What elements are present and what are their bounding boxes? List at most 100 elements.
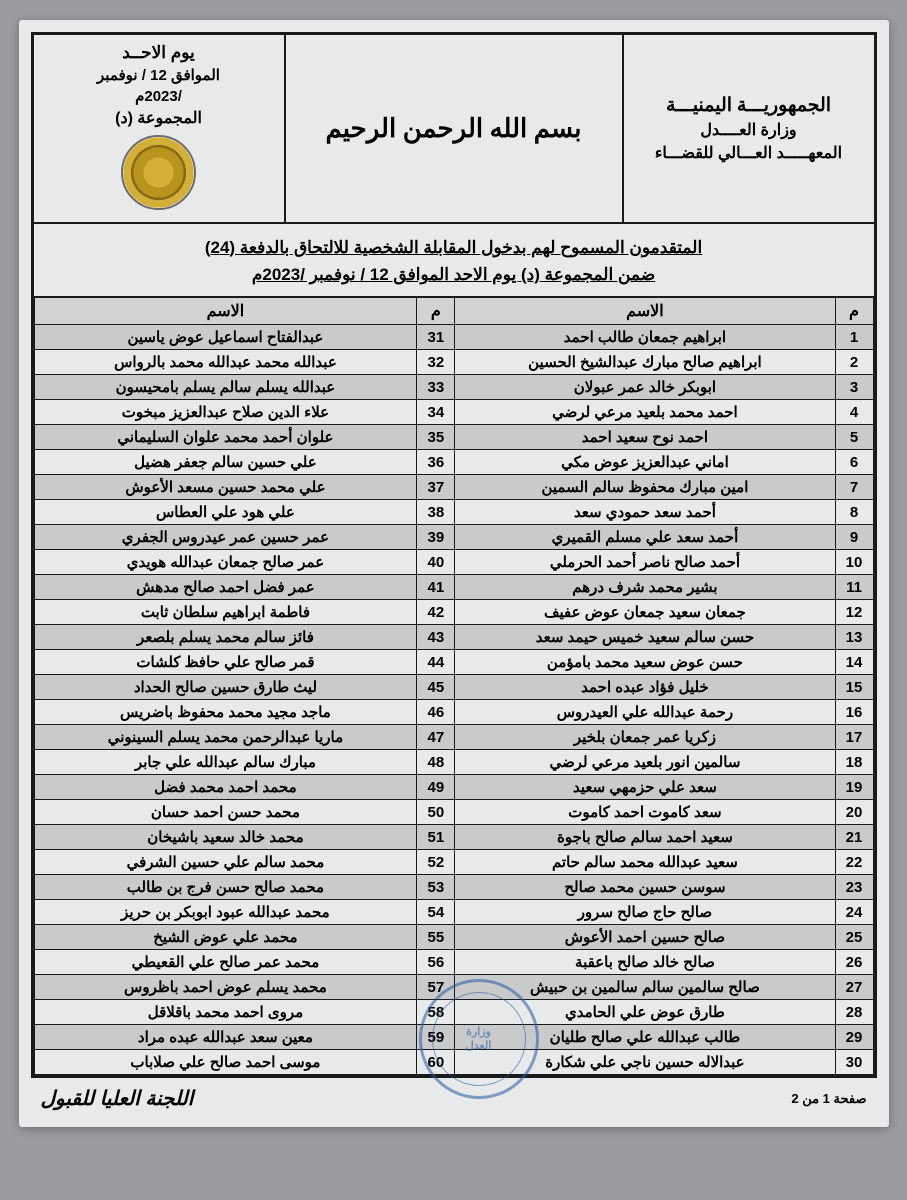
- cell-num: 25: [835, 925, 873, 950]
- cell-num: 38: [417, 500, 455, 525]
- cell-name: سوسن حسين محمد صالح: [455, 875, 835, 900]
- table-row: 15خليل فؤاد عبده احمد45ليث طارق حسين صال…: [34, 675, 873, 700]
- cell-num: 18: [835, 750, 873, 775]
- cell-num: 22: [835, 850, 873, 875]
- table-row: 13حسن سالم سعيد خميس حيمد سعد43فائز سالم…: [34, 625, 873, 650]
- cell-num: 53: [417, 875, 455, 900]
- bismillah: بسم الله الرحمن الرحيم: [325, 114, 581, 144]
- cell-name: محمد احمد محمد فضل: [34, 775, 417, 800]
- cell-name: جمعان سعيد جمعان عوض عفيف: [455, 600, 835, 625]
- col-num-left: م: [417, 298, 455, 325]
- title-block: المتقدمون المسموح لهم بدخول المقابلة الش…: [34, 224, 874, 297]
- cell-name: بشير محمد شرف درهم: [455, 575, 835, 600]
- date-line2: /2023م: [135, 87, 182, 105]
- cell-num: 41: [417, 575, 455, 600]
- cell-name: أحمد صالح ناصر أحمد الحرملي: [455, 550, 835, 575]
- cell-name: صالح سالمين سالم سالمين بن حبيش: [455, 975, 835, 1000]
- cell-name: أحمد سعد حمودي سعد: [455, 500, 835, 525]
- cell-num: 9: [835, 525, 873, 550]
- republic-name: الجمهوريـــة اليمنيـــة: [666, 94, 831, 117]
- cell-name: سعد كاموت احمد كاموت: [455, 800, 835, 825]
- table-row: 2ابراهيم صالح مبارك عبدالشيخ الحسين32عبد…: [34, 350, 873, 375]
- table-row: 27صالح سالمين سالم سالمين بن حبيش57محمد …: [34, 975, 873, 1000]
- cell-name: سعد علي حزمهي سعيد: [455, 775, 835, 800]
- cell-name: علي محمد حسين مسعد الأعوش: [34, 475, 417, 500]
- cell-num: 29: [835, 1025, 873, 1050]
- cell-num: 17: [835, 725, 873, 750]
- cell-num: 2: [835, 350, 873, 375]
- cell-name: علوان أحمد محمد علوان السليماني: [34, 425, 417, 450]
- cell-num: 8: [835, 500, 873, 525]
- cell-num: 32: [417, 350, 455, 375]
- table-row: 25صالح حسين احمد الأعوش55محمد علي عوض ال…: [34, 925, 873, 950]
- cell-num: 49: [417, 775, 455, 800]
- table-row: 7امين مبارك محفوظ سالم السمين37علي محمد …: [34, 475, 873, 500]
- cell-num: 11: [835, 575, 873, 600]
- table-row: 11بشير محمد شرف درهم41عمر فضل احمد صالح …: [34, 575, 873, 600]
- header: الجمهوريـــة اليمنيـــة وزارة العــــدل …: [34, 35, 874, 224]
- cell-num: 6: [835, 450, 873, 475]
- cell-num: 35: [417, 425, 455, 450]
- cell-name: مبارك سالم عبدالله علي جابر: [34, 750, 417, 775]
- cell-name: فاطمة ابراهيم سلطان ثابت: [34, 600, 417, 625]
- cell-name: حسن عوض سعيد محمد بامؤمن: [455, 650, 835, 675]
- cell-num: 45: [417, 675, 455, 700]
- cell-name: صالح حاج صالح سرور: [455, 900, 835, 925]
- table-header-row: م الاسم م الاسم: [34, 298, 873, 325]
- cell-num: 48: [417, 750, 455, 775]
- cell-name: عبدالفتاح اسماعيل عوض ياسين: [34, 325, 417, 350]
- cell-name: احمد نوح سعيد احمد: [455, 425, 835, 450]
- cell-name: عبدالاله حسين ناجي علي شكارة: [455, 1050, 835, 1075]
- col-name-left: الاسم: [34, 298, 417, 325]
- cell-num: 33: [417, 375, 455, 400]
- cell-num: 3: [835, 375, 873, 400]
- table-row: 22سعيد عبدالله محمد سالم حاتم52محمد سالم…: [34, 850, 873, 875]
- cell-num: 31: [417, 325, 455, 350]
- emblem-icon: [121, 135, 196, 210]
- cell-name: خليل فؤاد عبده احمد: [455, 675, 835, 700]
- cell-num: 34: [417, 400, 455, 425]
- table-row: 26صالح خالد صالح باعقبة56محمد عمر صالح ع…: [34, 950, 873, 975]
- cell-name: امين مبارك محفوظ سالم السمين: [455, 475, 835, 500]
- cell-name: ابراهيم صالح مبارك عبدالشيخ الحسين: [455, 350, 835, 375]
- cell-name: عمر صالح جمعان عبدالله هويدي: [34, 550, 417, 575]
- col-name-right: الاسم: [455, 298, 835, 325]
- cell-num: 52: [417, 850, 455, 875]
- cell-num: 5: [835, 425, 873, 450]
- cell-num: 30: [835, 1050, 873, 1075]
- table-row: 16رحمة عبدالله علي العيدروس46ماجد مجيد م…: [34, 700, 873, 725]
- cell-num: 15: [835, 675, 873, 700]
- cell-name: علي هود علي العطاس: [34, 500, 417, 525]
- cell-name: سالمين انور بلعيد مرعي لرضي: [455, 750, 835, 775]
- cell-num: 21: [835, 825, 873, 850]
- cell-num: 50: [417, 800, 455, 825]
- cell-num: 14: [835, 650, 873, 675]
- table-row: 3ابوبكر خالد عمر عبولان33عبدالله يسلم سا…: [34, 375, 873, 400]
- cell-name: محمد خالد سعيد باشيخان: [34, 825, 417, 850]
- cell-name: رحمة عبدالله علي العيدروس: [455, 700, 835, 725]
- cell-num: 28: [835, 1000, 873, 1025]
- table-row: 9أحمد سعد علي مسلم القميري39عمر حسين عمر…: [34, 525, 873, 550]
- cell-name: عبدالله محمد عبدالله محمد بالرواس: [34, 350, 417, 375]
- header-center: بسم الله الرحمن الرحيم: [286, 35, 622, 222]
- cell-num: 24: [835, 900, 873, 925]
- col-num-right: م: [835, 298, 873, 325]
- table-row: 10أحمد صالح ناصر أحمد الحرملي40عمر صالح …: [34, 550, 873, 575]
- names-table: م الاسم م الاسم 1ابراهيم جمعان طالب احمد…: [34, 297, 874, 1075]
- cell-name: ماجد مجيد محمد محفوظ باضريس: [34, 700, 417, 725]
- header-left: يوم الاحــد الموافق 12 / نوفمبر /2023م ا…: [34, 35, 286, 222]
- table-row: 6اماني عبدالعزيز عوض مكي36علي حسين سالم …: [34, 450, 873, 475]
- cell-num: 13: [835, 625, 873, 650]
- cell-num: 1: [835, 325, 873, 350]
- table-row: 19سعد علي حزمهي سعيد49محمد احمد محمد فضل: [34, 775, 873, 800]
- group-label: المجموعة (د): [115, 108, 202, 128]
- cell-num: 27: [835, 975, 873, 1000]
- cell-name: قمر صالح علي حافظ كلشات: [34, 650, 417, 675]
- cell-num: 23: [835, 875, 873, 900]
- cell-name: صالح خالد صالح باعقبة: [455, 950, 835, 975]
- table-row: 1ابراهيم جمعان طالب احمد31عبدالفتاح اسما…: [34, 325, 873, 350]
- cell-num: 16: [835, 700, 873, 725]
- cell-num: 58: [417, 1000, 455, 1025]
- cell-name: عمر حسين عمر عيدروس الجفري: [34, 525, 417, 550]
- table-row: 23سوسن حسين محمد صالح53محمد صالح حسن فرج…: [34, 875, 873, 900]
